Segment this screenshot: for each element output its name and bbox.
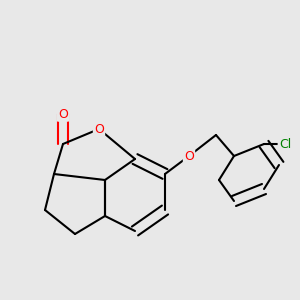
Text: O: O [58,107,68,121]
Text: Cl: Cl [279,137,291,151]
Text: O: O [184,149,194,163]
Text: O: O [94,122,104,136]
